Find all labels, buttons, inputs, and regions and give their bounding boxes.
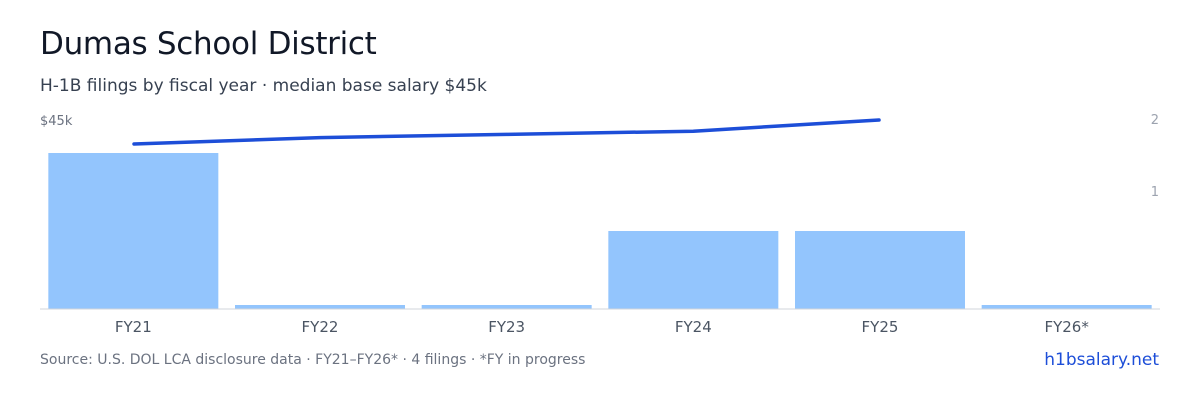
bar-series xyxy=(48,153,1152,309)
chart-title: Dumas School District xyxy=(40,26,377,62)
right-axis-tick-label: 2 xyxy=(1151,113,1159,128)
bar-fy24 xyxy=(608,231,779,309)
right-axis-labels: 21 xyxy=(1151,113,1159,200)
bar-fy22 xyxy=(235,305,405,309)
bar-fy25 xyxy=(795,231,965,309)
left-axis-labels: $45k xyxy=(40,114,73,129)
right-axis-tick-label: 1 xyxy=(1151,185,1159,200)
x-tick-label: FY24 xyxy=(675,318,712,336)
x-axis-labels: FY21 FY22 FY23 FY24 FY25 FY26* xyxy=(115,318,1089,336)
x-tick-label: FY26* xyxy=(1044,318,1089,336)
x-tick-label: FY23 xyxy=(488,318,525,336)
brand-link[interactable]: h1bsalary.net xyxy=(1044,350,1159,370)
x-tick-label: FY21 xyxy=(115,318,152,336)
x-tick-label: FY22 xyxy=(302,318,339,336)
bar-fy23 xyxy=(421,305,592,309)
bar-fy21 xyxy=(48,153,219,309)
chart-subtitle: H-1B filings by fiscal year · median bas… xyxy=(40,76,487,96)
salary-line xyxy=(132,118,881,146)
x-tick-label: FY25 xyxy=(862,318,899,336)
source-note: Source: U.S. DOL LCA disclosure data · F… xyxy=(40,352,586,368)
left-axis-tick-label: $45k xyxy=(40,114,73,129)
bar-fy26 xyxy=(981,305,1152,309)
